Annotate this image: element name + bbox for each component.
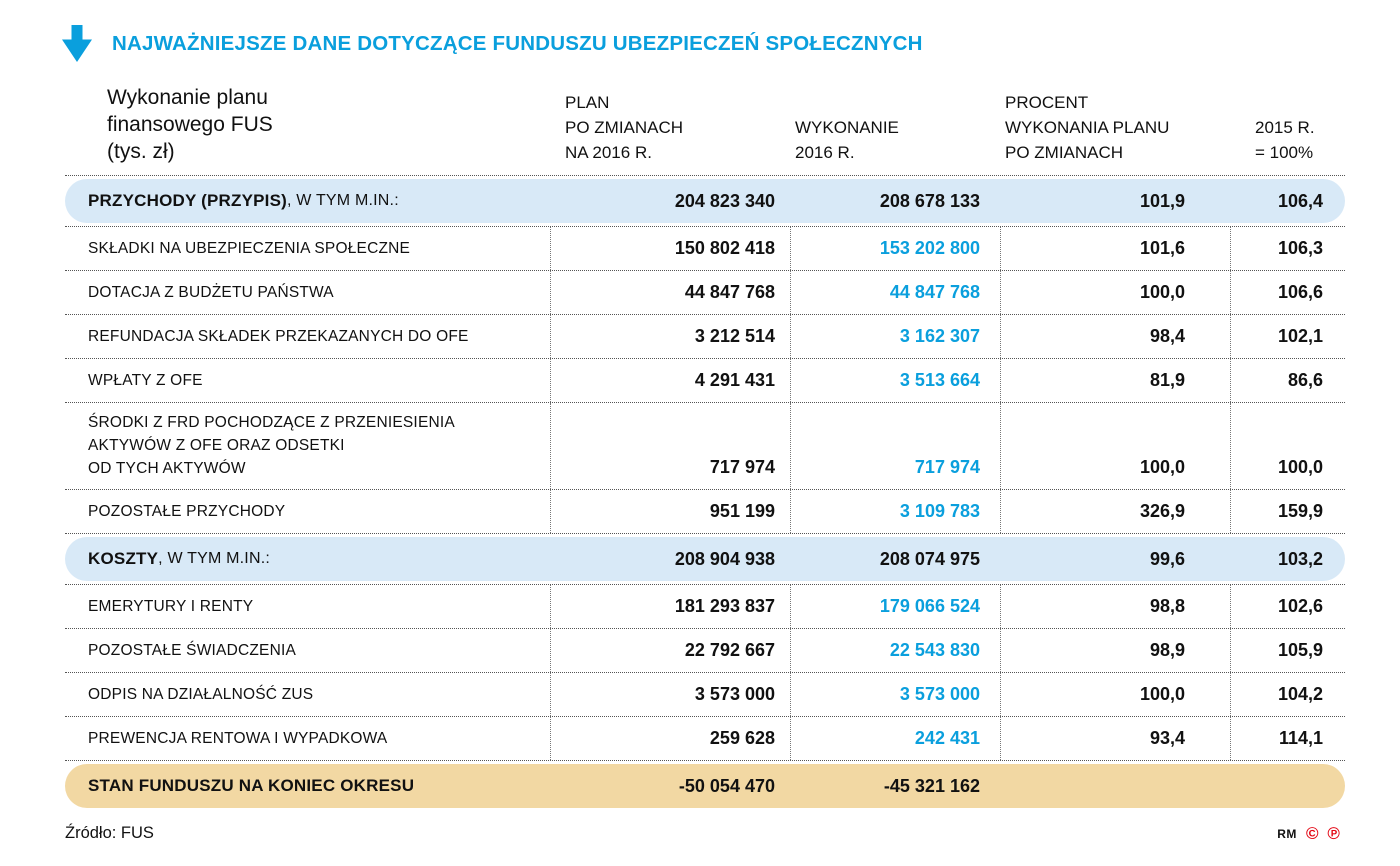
cell-wykonanie: 179 066 524: [790, 585, 1000, 628]
cell-2015: 106,6: [1230, 271, 1345, 314]
cell-plan: 3 212 514: [550, 315, 790, 358]
cell-2015: 105,9: [1230, 629, 1345, 672]
column-header-procent: PROCENT WYKONANIA PLANU PO ZMIANACH: [1005, 93, 1170, 162]
table-row: REFUNDACJA SKŁADEK PRZEKAZANYCH DO OFE 3 …: [65, 315, 1345, 359]
table-row: DOTACJA Z BUDŻETU PAŃSTWA 44 847 768 44 84…: [65, 271, 1345, 315]
row-label: STAN FUNDUSZU NA KONIEC OKRESU: [88, 776, 415, 795]
cell-2015: 106,4: [1277, 190, 1323, 211]
cell-wykonanie: 153 202 800: [790, 227, 1000, 270]
cell-plan: 717 974: [550, 403, 790, 489]
table-row: POZOSTAŁE ŚWIADCZENIA 22 792 667 22 543 83…: [65, 629, 1345, 673]
cell-wykonanie: 44 847 768: [790, 271, 1000, 314]
cell-plan: 22 792 667: [550, 629, 790, 672]
table-row: STAN FUNDUSZU NA KONIEC OKRESU -50 054 47…: [65, 764, 1345, 808]
cell-wykonanie: 3 573 000: [790, 673, 1000, 716]
table-row: PRZYCHODY (PRZYPIS), W TYM M.IN.: 204 823…: [65, 179, 1345, 227]
page-title: NAJWAŻNIEJSZE DANE DOTYCZĄCE FUNDUSZU UB…: [112, 32, 923, 55]
cell-procent: 93,4: [1000, 717, 1230, 760]
cell-wykonanie: 208 074 975: [879, 548, 980, 569]
footer: Źródło: FUS RM © ℗: [65, 824, 1340, 843]
cell-procent: 81,9: [1000, 359, 1230, 402]
credits: RM © ℗: [1277, 825, 1340, 842]
cell-plan: 181 293 837: [550, 585, 790, 628]
table-row: ODPIS NA DZIAŁALNOŚĆ ZUS 3 573 000 3 573 0…: [65, 673, 1345, 717]
row-label: REFUNDACJA SKŁADEK PRZEKAZANYCH DO OFE: [88, 328, 469, 345]
row-label: ŚRODKI Z FRD POCHODZĄCE Z PRZENIESIENIA …: [88, 414, 455, 477]
cell-procent: 326,9: [1000, 490, 1230, 533]
column-header-plan: PLAN PO ZMIANACH NA 2016 R.: [565, 93, 684, 162]
cell-plan: 951 199: [550, 490, 790, 533]
cell-plan: 4 291 431: [550, 359, 790, 402]
cell-plan: -50 054 470: [678, 775, 775, 796]
table-row: PREWENCJA RENTOWA I WYPADKOWA 259 628 242 …: [65, 717, 1345, 761]
cell-wykonanie: 22 543 830: [790, 629, 1000, 672]
column-header-2015: 2015 R. = 100%: [1255, 118, 1315, 162]
table-row: ŚRODKI Z FRD POCHODZĄCE Z PRZENIESIENIA …: [65, 403, 1345, 490]
cell-wykonanie: 3 513 664: [790, 359, 1000, 402]
cell-procent: 98,9: [1000, 629, 1230, 672]
phonogram-icon: ℗: [1327, 824, 1340, 843]
row-label: KOSZTY, W TYM M.IN.:: [88, 549, 270, 568]
row-label: PREWENCJA RENTOWA I WYPADKOWA: [88, 730, 388, 747]
cell-plan: 3 573 000: [550, 673, 790, 716]
row-label: POZOSTAŁE PRZYCHODY: [88, 503, 286, 520]
cell-procent: 100,0: [1000, 673, 1230, 716]
cell-plan: 259 628: [550, 717, 790, 760]
cell-procent: 100,0: [1000, 271, 1230, 314]
row-label: ODPIS NA DZIAŁALNOŚĆ ZUS: [88, 686, 314, 703]
table-header-row: Wykonanie planu finansowego FUS (tys. zł…: [65, 84, 1345, 176]
cell-wykonanie: 3 109 783: [790, 490, 1000, 533]
table-row: KOSZTY, W TYM M.IN.: 208 904 938 208 074 9…: [65, 537, 1345, 585]
cell-wykonanie: -45 321 162: [883, 775, 980, 796]
cell-2015: 159,9: [1230, 490, 1345, 533]
cell-plan: 150 802 418: [550, 227, 790, 270]
cell-2015: 114,1: [1230, 717, 1345, 760]
cell-wykonanie: 208 678 133: [879, 190, 980, 211]
cell-wykonanie: 242 431: [790, 717, 1000, 760]
cell-wykonanie: 717 974: [790, 403, 1000, 489]
table-row: EMERYTURY I RENTY 181 293 837 179 066 524 9…: [65, 585, 1345, 629]
row-label: SKŁADKI NA UBEZPIECZENIA SPOŁECZNE: [88, 240, 411, 257]
table-row: WPŁATY Z OFE 4 291 431 3 513 664 81,9 86,6: [65, 359, 1345, 403]
corner-header: Wykonanie planu finansowego FUS (tys. zł…: [107, 86, 273, 163]
cell-2015: 104,2: [1230, 673, 1345, 716]
cell-plan: 208 904 938: [674, 548, 775, 569]
cell-plan: 44 847 768: [550, 271, 790, 314]
column-header-wykonanie: WYKONANIE 2016 R.: [795, 118, 899, 162]
cell-procent: 99,6: [1149, 548, 1185, 569]
title-row: NAJWAŻNIEJSZE DANE DOTYCZĄCE FUNDUSZU UB…: [0, 0, 1400, 64]
cell-wykonanie: 3 162 307: [790, 315, 1000, 358]
cell-procent: 98,4: [1000, 315, 1230, 358]
cell-procent: 100,0: [1000, 403, 1230, 489]
credit-initials: RM: [1277, 826, 1297, 841]
source-note: Źródło: FUS: [65, 824, 154, 842]
cell-2015: 102,1: [1230, 315, 1345, 358]
table-row: POZOSTAŁE PRZYCHODY 951 199 3 109 783 326,9…: [65, 490, 1345, 534]
row-label: EMERYTURY I RENTY: [88, 598, 254, 615]
row-label: PRZYCHODY (PRZYPIS), W TYM M.IN.:: [88, 191, 399, 210]
cell-procent: 101,9: [1139, 190, 1185, 211]
copyright-icon: ©: [1305, 824, 1319, 843]
cell-2015: 103,2: [1277, 548, 1323, 569]
cell-2015: 106,3: [1230, 227, 1345, 270]
cell-2015: 102,6: [1230, 585, 1345, 628]
row-label: WPŁATY Z OFE: [88, 372, 203, 389]
row-label: DOTACJA Z BUDŻETU PAŃSTWA: [88, 284, 334, 301]
cell-plan: 204 823 340: [674, 190, 775, 211]
cell-procent: 101,6: [1000, 227, 1230, 270]
table-body: PRZYCHODY (PRZYPIS), W TYM M.IN.: 204 823…: [65, 179, 1345, 808]
down-arrow-icon: [58, 24, 96, 64]
cell-procent: 98,8: [1000, 585, 1230, 628]
cell-2015: 86,6: [1230, 359, 1345, 402]
cell-procent: [1000, 764, 1230, 808]
row-label: POZOSTAŁE ŚWIADCZENIA: [88, 642, 297, 659]
fus-table: Wykonanie planu finansowego FUS (tys. zł…: [65, 84, 1345, 808]
cell-2015: [1230, 764, 1345, 808]
cell-2015: 100,0: [1230, 403, 1345, 489]
table-row: SKŁADKI NA UBEZPIECZENIA SPOŁECZNE 150 80…: [65, 227, 1345, 271]
